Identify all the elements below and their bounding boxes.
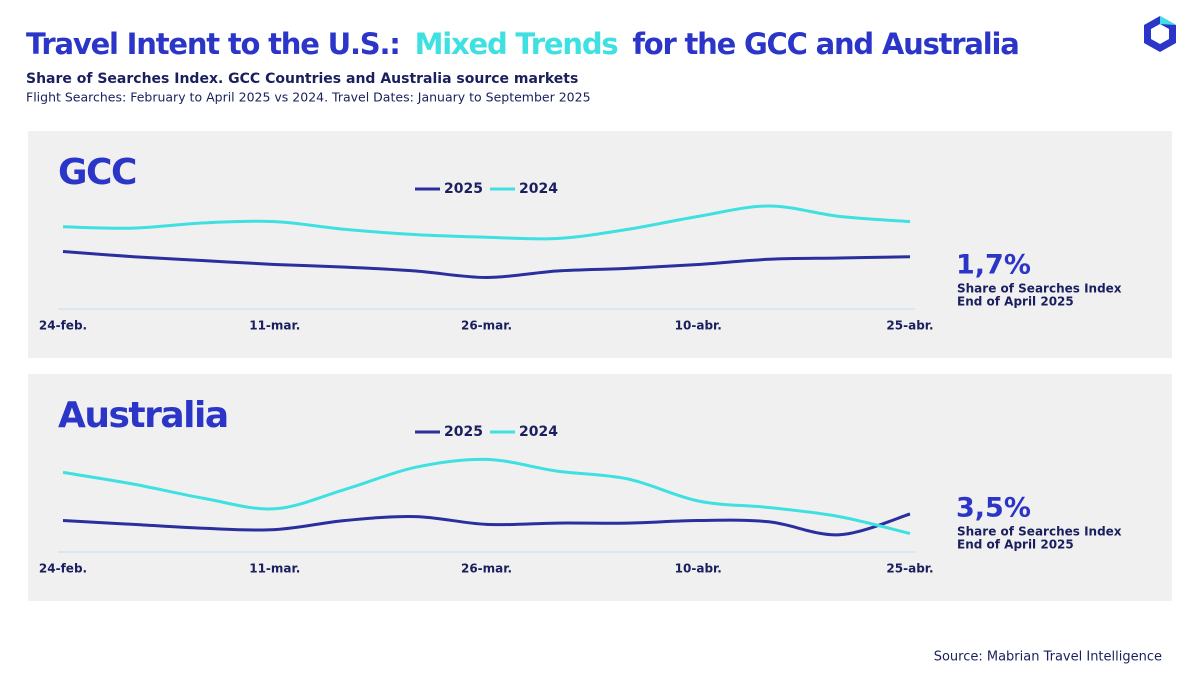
x-tick-label: 25-abr. <box>886 562 933 576</box>
title-part: for the GCC and Australia <box>632 27 1018 61</box>
x-tick-label: 11-mar. <box>249 319 300 333</box>
kpi-caption: Share of Searches Index <box>957 282 1122 296</box>
subtitle: Share of Searches Index. GCC Countries a… <box>26 71 578 87</box>
series-line <box>62 204 911 241</box>
note: Flight Searches: February to April 2025 … <box>26 90 591 105</box>
series-line <box>62 512 911 537</box>
panel <box>28 374 1172 601</box>
kpi-value: 3,5% <box>956 493 1031 524</box>
panel-title: GCC <box>58 152 136 193</box>
x-tick-label: 25-abr. <box>886 319 933 333</box>
legend-label: 2025 <box>444 181 483 197</box>
legend-label: 2024 <box>519 181 558 197</box>
panel <box>28 131 1172 358</box>
title-part: Travel Intent to the U.S.: <box>26 27 400 61</box>
x-tick-label: 24-feb. <box>39 319 87 333</box>
title: Travel Intent to the U.S.: Mixed Trends … <box>26 27 1019 61</box>
kpi-caption: Share of Searches Index <box>957 525 1122 539</box>
logo <box>1144 16 1176 52</box>
x-tick-label: 11-mar. <box>249 562 300 576</box>
series-line <box>62 250 911 280</box>
x-tick-label: 10-abr. <box>675 562 722 576</box>
x-tick-label: 26-mar. <box>461 562 512 576</box>
kpi-caption: End of April 2025 <box>957 295 1074 309</box>
panel-title: Australia <box>58 395 228 436</box>
source: Source: Mabrian Travel Intelligence <box>934 650 1162 665</box>
legend-label: 2024 <box>519 424 558 440</box>
title-highlight: Mixed Trends <box>415 27 618 61</box>
x-tick-label: 26-mar. <box>461 319 512 333</box>
kpi-caption: End of April 2025 <box>957 538 1074 552</box>
kpi-value: 1,7% <box>956 250 1031 281</box>
series-line <box>62 457 911 535</box>
legend-label: 2025 <box>444 424 483 440</box>
x-tick-label: 24-feb. <box>39 562 87 576</box>
x-tick-label: 10-abr. <box>675 319 722 333</box>
